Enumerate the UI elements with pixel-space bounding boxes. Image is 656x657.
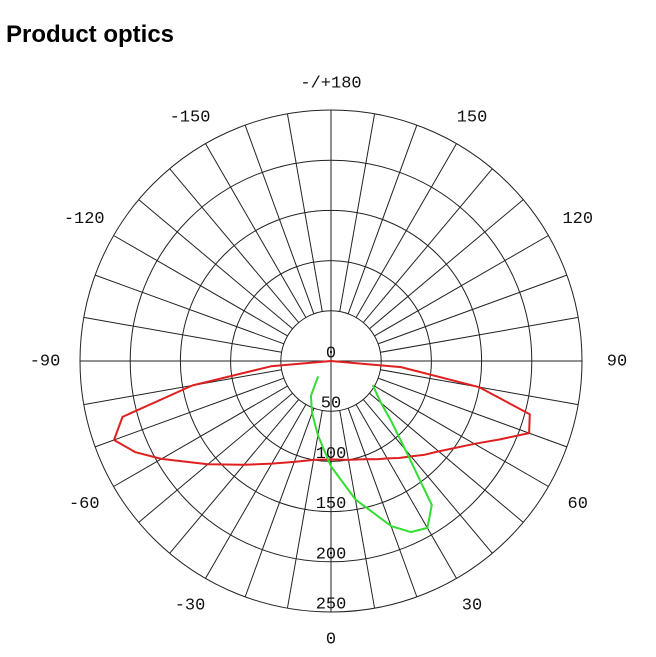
grid-spoke <box>244 408 315 598</box>
grid-spoke <box>83 369 282 406</box>
r-tick-label: 0 <box>326 344 336 363</box>
grid-spoke <box>244 124 315 314</box>
r-tick-label: 50 <box>321 395 341 414</box>
grid-spoke <box>169 168 300 323</box>
theta-tick-label: -120 <box>64 210 105 229</box>
r-tick-label: 150 <box>316 495 347 514</box>
theta-tick-label: 60 <box>568 495 588 514</box>
theta-tick-label: 150 <box>457 108 488 127</box>
grid-spoke <box>138 199 293 330</box>
r-tick-label: 100 <box>316 445 347 464</box>
theta-tick-label: -/+180 <box>300 74 361 93</box>
theta-tick-label: 90 <box>607 352 627 371</box>
grid-spoke <box>205 404 307 579</box>
grid-spoke <box>369 199 524 330</box>
r-tick-label: 250 <box>316 595 347 614</box>
grid-spoke <box>339 410 376 609</box>
grid-spoke <box>94 274 284 345</box>
grid-spoke <box>83 316 282 353</box>
theta-tick-label: 120 <box>562 210 593 229</box>
theta-tick-label: -60 <box>69 495 100 514</box>
chart-title: Product optics <box>6 21 174 48</box>
grid-spoke <box>362 399 493 554</box>
theta-tick-label: 30 <box>462 597 482 616</box>
grid-spoke <box>355 143 457 318</box>
grid-spoke <box>113 235 288 337</box>
grid-spoke <box>205 143 307 318</box>
theta-tick-label: -30 <box>175 597 206 616</box>
intensity-curve <box>113 360 531 466</box>
grid-spoke <box>362 168 493 323</box>
r-tick-label: 200 <box>316 545 347 564</box>
grid-spoke <box>369 392 524 523</box>
grid-spoke <box>378 274 568 345</box>
grid-spoke <box>347 408 418 598</box>
grid-spoke <box>169 399 300 554</box>
grid-spoke <box>374 235 549 337</box>
grid-spoke <box>374 385 549 487</box>
theta-tick-label: -90 <box>30 352 61 371</box>
grid-spoke <box>347 124 418 314</box>
grid-spoke <box>94 377 284 448</box>
grid-spoke <box>286 410 323 609</box>
grid-spoke <box>138 392 293 523</box>
grid-spoke <box>380 316 579 353</box>
grid-spoke <box>113 385 288 487</box>
theta-tick-label: 0 <box>326 630 336 649</box>
grid-spoke <box>339 113 376 312</box>
grid-spoke <box>355 404 457 579</box>
grid-spoke <box>378 377 568 448</box>
grid-spoke <box>286 113 323 312</box>
theta-tick-label: -150 <box>170 108 211 127</box>
